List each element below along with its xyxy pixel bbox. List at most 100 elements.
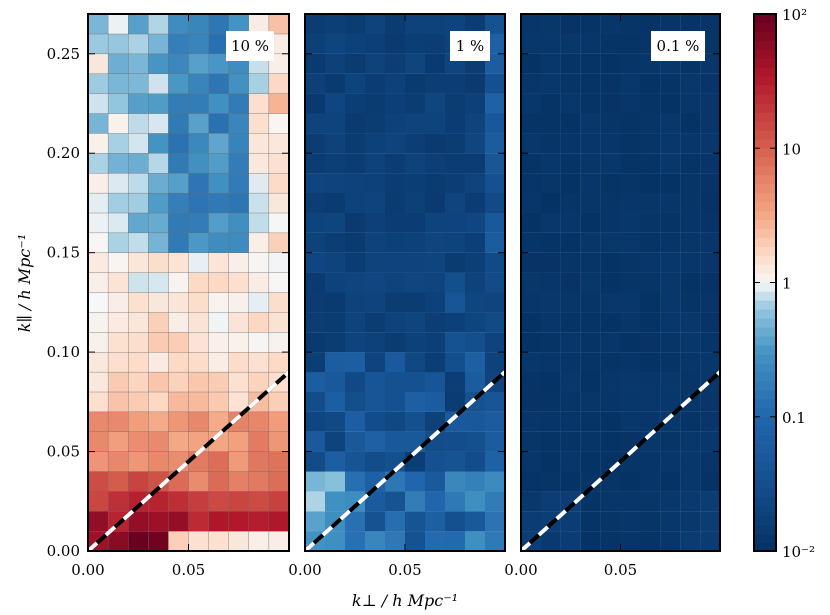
heatmap-cell xyxy=(521,232,541,253)
heatmap-cell xyxy=(325,252,346,273)
wedge-line-white-dash xyxy=(88,370,289,551)
heatmap-cell xyxy=(208,451,229,472)
heatmap-cell xyxy=(88,411,109,432)
heatmap-cell xyxy=(345,93,366,114)
heatmap-cell xyxy=(700,232,720,253)
heatmap-cell xyxy=(305,53,326,74)
heatmap-cell xyxy=(188,73,209,94)
heatmap-cell xyxy=(660,531,681,551)
heatmap-cell xyxy=(540,471,561,492)
heatmap-cell xyxy=(268,14,289,35)
heatmap-cell xyxy=(521,252,541,273)
heatmap-cell xyxy=(680,232,701,253)
heatmap-cell xyxy=(640,411,661,432)
colorbar-band xyxy=(754,139,776,149)
heatmap-cell xyxy=(405,391,426,412)
heatmap-cell xyxy=(268,431,289,452)
heatmap-cell xyxy=(620,73,641,94)
heatmap-cell xyxy=(465,93,486,114)
colorbar-band xyxy=(754,193,776,203)
colorbar-band xyxy=(754,112,776,122)
heatmap-cell xyxy=(168,351,189,373)
heatmap-cell xyxy=(540,173,561,194)
colorbar-band xyxy=(754,210,776,221)
wedge-line-white-dash xyxy=(305,370,505,551)
heatmap-cell xyxy=(600,153,621,174)
heatmap-cell xyxy=(580,352,601,373)
heatmap-cell xyxy=(660,391,681,412)
heatmap-cell xyxy=(521,53,541,74)
heatmap-cell xyxy=(248,451,270,472)
heatmap-cell xyxy=(600,33,621,54)
heatmap-cell xyxy=(540,73,561,94)
heatmap-cell xyxy=(365,352,386,373)
colorbar-band xyxy=(754,470,776,480)
colorbar-band xyxy=(754,425,776,435)
colorbar-band xyxy=(754,372,776,382)
heatmap-cell xyxy=(405,133,426,154)
heatmap-cell xyxy=(345,153,366,174)
heatmap-cell xyxy=(580,391,601,412)
colorbar-band xyxy=(754,148,776,158)
colorbar-band xyxy=(754,345,776,355)
heatmap-cell xyxy=(107,411,129,432)
heatmap-cell xyxy=(148,172,169,194)
heatmap-cell xyxy=(148,73,169,94)
heatmap-cell xyxy=(405,312,426,333)
colorbar-band xyxy=(754,354,776,364)
heatmap-cell xyxy=(620,33,641,54)
heatmap-cell xyxy=(248,192,270,214)
colorbar-band xyxy=(754,452,776,462)
x-tick-label: 0.05 xyxy=(172,561,205,579)
colorbar-band xyxy=(754,416,776,426)
heatmap-cell xyxy=(268,471,289,492)
heatmap-cell xyxy=(148,133,169,154)
heatmap-cell xyxy=(600,252,621,273)
colorbar-band xyxy=(754,121,776,131)
heatmap-cell xyxy=(325,73,346,94)
heatmap-cell xyxy=(540,491,561,512)
heatmap-cell xyxy=(208,153,229,174)
heatmap-cell xyxy=(540,153,561,174)
colorbar-band xyxy=(754,273,776,283)
heatmap-cell xyxy=(425,332,446,353)
heatmap-cell xyxy=(445,332,466,353)
heatmap-cell xyxy=(521,193,541,213)
heatmap-cell xyxy=(425,113,446,134)
colorbar-band xyxy=(754,515,776,525)
heatmap-cell xyxy=(385,193,406,213)
heatmap-cell xyxy=(445,212,466,233)
heatmap-cell xyxy=(560,431,581,452)
heatmap-cell xyxy=(188,391,209,413)
heatmap-cell xyxy=(425,272,446,293)
heatmap-cell xyxy=(128,153,149,174)
heatmap-cell xyxy=(465,451,486,472)
heatmap-cell xyxy=(305,113,326,134)
heatmap-cell xyxy=(640,491,661,512)
heatmap-cell xyxy=(385,173,406,194)
colorbar-band xyxy=(754,67,776,77)
heatmap-cell xyxy=(128,391,149,413)
heatmap-cell xyxy=(325,232,346,253)
heatmap-cell xyxy=(521,431,541,452)
heatmap-cell xyxy=(680,212,701,233)
heatmap-cell xyxy=(208,232,229,253)
heatmap-cell xyxy=(700,252,720,273)
heatmap-cell xyxy=(128,53,149,74)
heatmap-cell xyxy=(405,193,426,213)
heatmap-cell xyxy=(640,252,661,273)
heatmap-cell xyxy=(345,272,366,293)
heatmap-cell xyxy=(305,471,326,492)
heatmap-cell xyxy=(305,232,326,253)
heatmap-cell xyxy=(305,451,326,472)
heatmap-cell xyxy=(425,531,446,551)
y-tick-label: 0.15 xyxy=(47,244,80,262)
heatmap-cell xyxy=(268,451,289,472)
heatmap-cell xyxy=(168,411,189,432)
colorbar-band xyxy=(754,31,776,42)
heatmap-cell xyxy=(268,332,289,353)
heatmap-cell xyxy=(445,93,466,114)
heatmap-cell xyxy=(405,272,426,293)
heatmap-cells xyxy=(521,14,720,551)
heatmap-cell xyxy=(600,173,621,194)
